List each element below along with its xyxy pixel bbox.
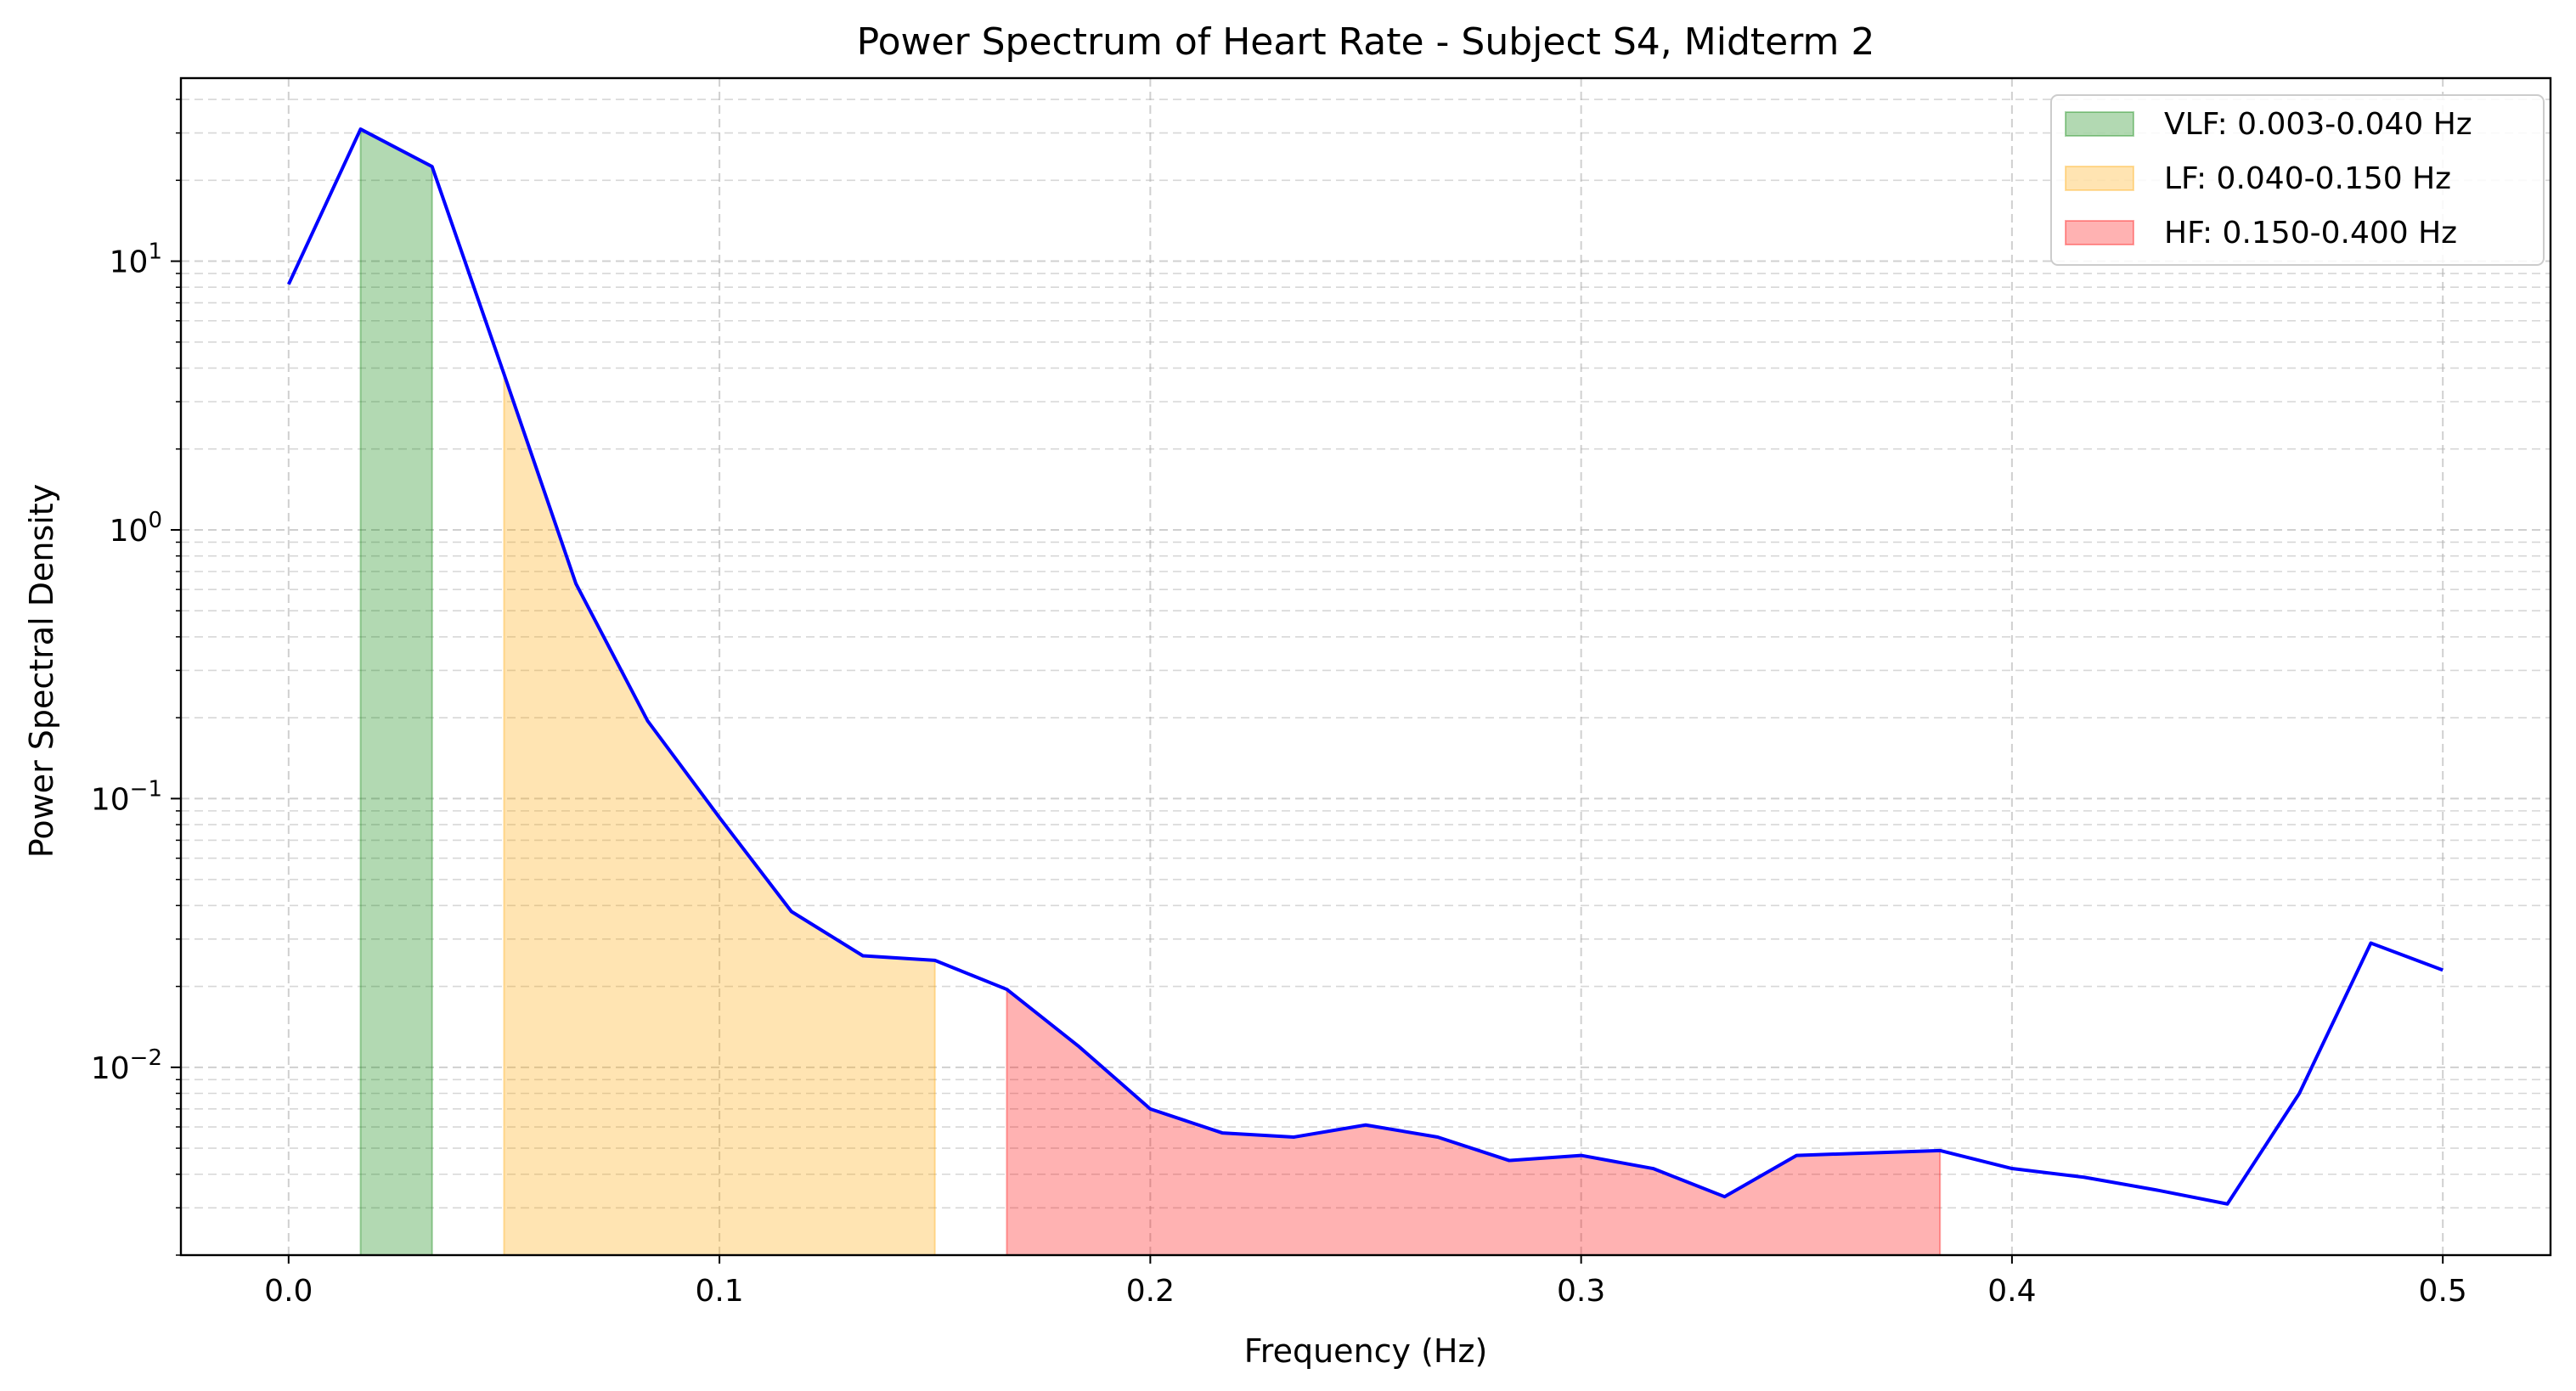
band-area-vlf <box>359 127 433 1256</box>
legend-label-hf: HF: 0.150-0.400 Hz <box>2164 216 2457 251</box>
legend-label-lf: LF: 0.040-0.150 Hz <box>2164 161 2451 196</box>
legend-entry-hf: HF: 0.150-0.400 Hz <box>2065 216 2457 251</box>
legend-entry-vlf: VLF: 0.003-0.040 Hz <box>2065 107 2472 142</box>
legend-swatch-lf <box>2065 166 2134 191</box>
plot-frame <box>179 76 2552 1257</box>
x-axis-label: Frequency (Hz) <box>1244 1332 1488 1370</box>
x-axis-ticks: 0.0 0.1 0.2 0.3 0.4 0.5 <box>264 1255 2467 1309</box>
x-tick-label: 0.1 <box>695 1274 743 1309</box>
y-tick-base: 10 <box>91 1051 130 1086</box>
y-tick-base: 10 <box>91 782 130 817</box>
x-tick-label: 0.5 <box>2419 1274 2467 1309</box>
y-tick-label: 100 <box>110 508 162 549</box>
grid <box>181 78 2551 1256</box>
legend-swatch-vlf <box>2065 111 2134 137</box>
legend-entry-lf: LF: 0.040-0.150 Hz <box>2065 161 2451 196</box>
x-tick-label: 0.3 <box>1557 1274 1605 1309</box>
y-tick-base: 10 <box>110 514 149 549</box>
chart-title: Power Spectrum of Heart Rate - Subject S… <box>857 20 1875 64</box>
y-tick-exponent: −2 <box>130 1045 162 1071</box>
y-axis-label: Power Spectral Density <box>23 484 60 858</box>
y-tick-exponent: 0 <box>148 508 162 533</box>
x-tick-label: 0.0 <box>264 1274 313 1309</box>
y-tick-label: 10−1 <box>91 776 162 817</box>
legend: VLF: 0.003-0.040 Hz LF: 0.040-0.150 Hz H… <box>2050 94 2545 266</box>
y-tick-label: 101 <box>110 239 162 280</box>
y-tick-label: 10−2 <box>91 1045 162 1086</box>
series-lines <box>287 127 2444 1206</box>
x-tick-label: 0.2 <box>1126 1274 1175 1309</box>
y-tick-base: 10 <box>110 245 149 280</box>
legend-swatch-hf <box>2065 220 2134 245</box>
y-tick-exponent: −1 <box>130 776 162 802</box>
x-tick-label: 0.4 <box>1987 1274 2036 1309</box>
y-tick-exponent: 1 <box>148 239 162 265</box>
legend-box <box>2050 94 2545 266</box>
legend-label-vlf: VLF: 0.003-0.040 Hz <box>2164 107 2472 142</box>
psd-line <box>287 127 2444 1206</box>
